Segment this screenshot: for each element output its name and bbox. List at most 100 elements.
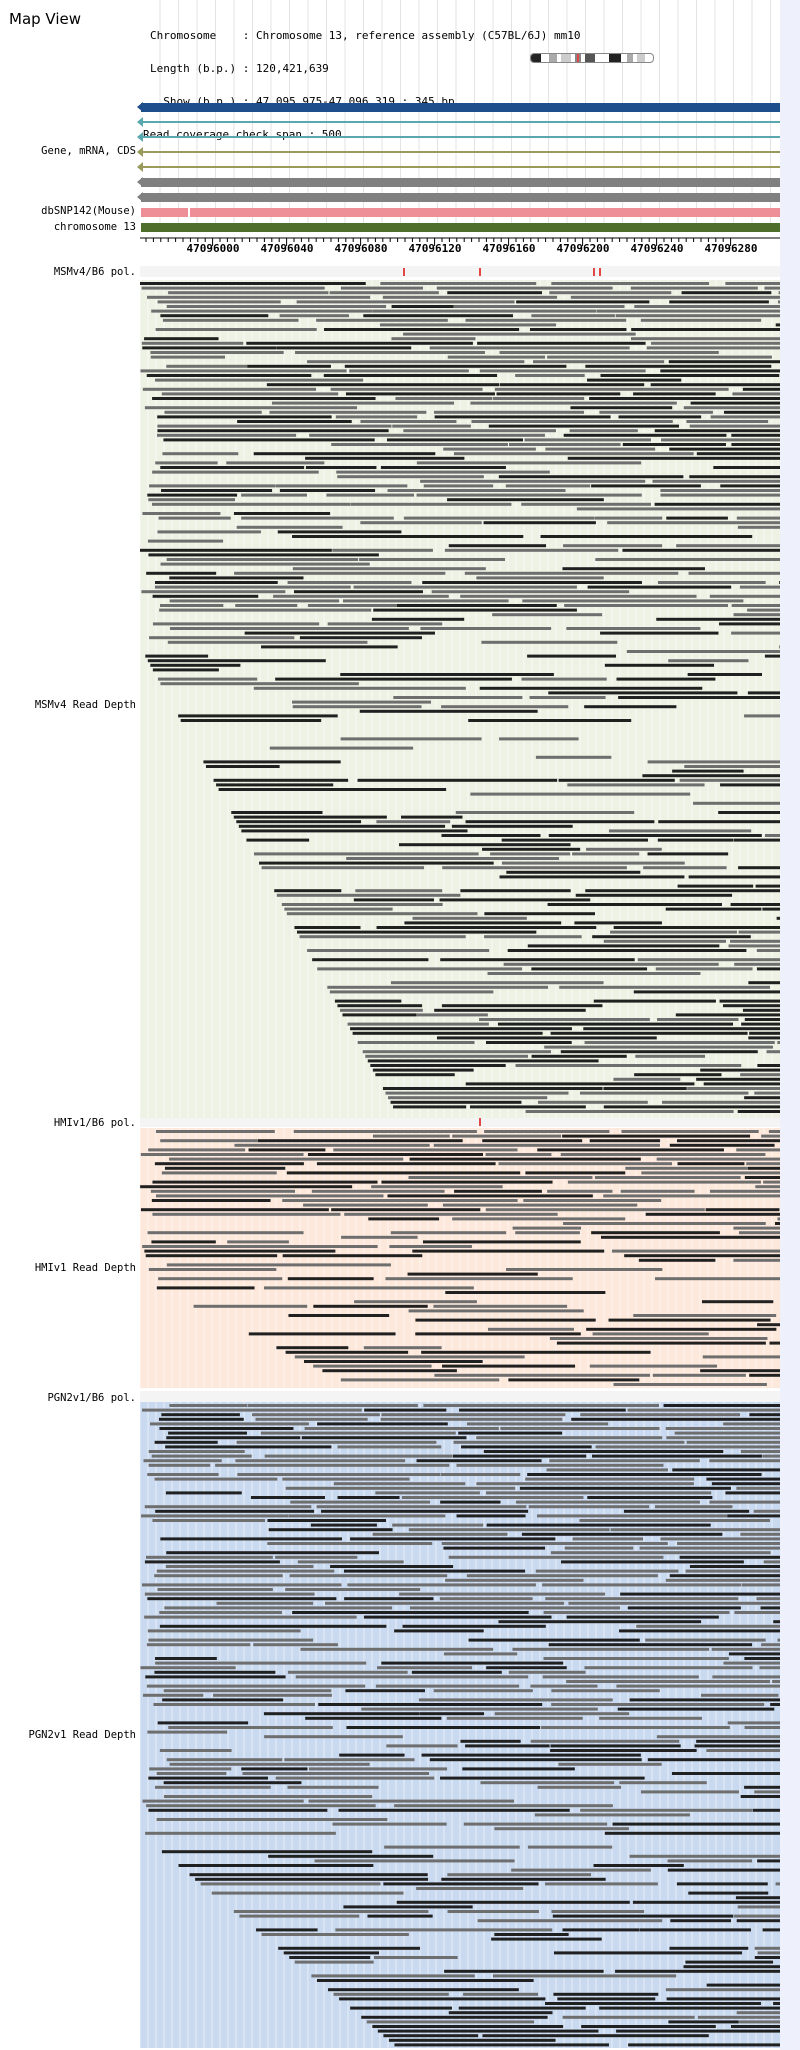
read-alignment <box>639 1546 780 1550</box>
read-alignment <box>676 1139 780 1143</box>
read-alignment <box>148 1638 314 1642</box>
read-alignment <box>287 1670 408 1674</box>
read-alignment <box>497 1022 733 1026</box>
read-alignment <box>337 1445 442 1449</box>
read-alignment <box>687 1087 780 1090</box>
read-alignment <box>157 530 261 534</box>
snp-pol-marker[interactable] <box>403 268 405 276</box>
chromosome-ideogram[interactable] <box>530 53 654 63</box>
read-alignment <box>387 489 566 492</box>
read-alignment <box>665 1578 780 1582</box>
read-alignment <box>352 1031 543 1035</box>
ruler-label: 47096120 <box>408 242 462 255</box>
read-alignment <box>580 1413 741 1417</box>
read-alignment <box>566 627 701 630</box>
transcript-bar[interactable] <box>141 178 781 187</box>
read-alignment <box>499 383 645 387</box>
read-alignment <box>311 1974 475 1978</box>
read-alignment <box>550 1031 748 1035</box>
read-alignment <box>492 613 603 617</box>
mrna-line[interactable] <box>143 136 780 138</box>
read-alignment <box>633 990 780 994</box>
read-alignment <box>674 1431 780 1435</box>
cds-line[interactable] <box>143 166 780 168</box>
read-alignment <box>381 1661 564 1665</box>
read-alignment <box>180 719 322 722</box>
read-alignment <box>603 939 727 943</box>
read-alignment <box>140 1208 329 1212</box>
read-alignment <box>484 912 596 916</box>
read-alignment <box>525 1171 626 1175</box>
read-alignment <box>244 631 435 635</box>
read-alignment <box>581 2025 716 2028</box>
read-alignment <box>443 447 536 451</box>
read-alignment <box>287 1785 379 1789</box>
read-alignment <box>686 420 769 423</box>
read-alignment <box>145 1675 286 1679</box>
read-alignment <box>166 305 387 308</box>
read-alignment <box>737 1110 780 1113</box>
read-alignment <box>390 981 604 985</box>
read-alignment <box>423 484 494 488</box>
read-alignment <box>154 1162 304 1166</box>
read-alignment <box>275 484 408 488</box>
read-alignment <box>448 544 547 548</box>
snp-marker[interactable] <box>188 208 190 217</box>
read-alignment <box>307 604 397 607</box>
read-alignment <box>238 824 446 828</box>
snp-pol-marker[interactable] <box>593 268 595 276</box>
read-alignment <box>548 1643 753 1647</box>
gene-bar[interactable] <box>141 103 781 112</box>
read-alignment <box>600 1235 780 1239</box>
read-alignment <box>337 1004 423 1008</box>
msmv4-depth-label: MSMv4 Read Depth <box>34 699 136 711</box>
snp-pol-marker[interactable] <box>479 268 481 276</box>
read-alignment <box>739 2020 780 2024</box>
read-alignment <box>404 921 562 925</box>
snp-track-bar[interactable] <box>141 208 781 217</box>
read-alignment <box>203 760 341 764</box>
read-alignment <box>725 282 780 285</box>
read-alignment <box>440 1473 521 1476</box>
read-alignment <box>728 1652 780 1656</box>
read-alignment <box>493 1974 677 1978</box>
read-alignment <box>349 369 469 373</box>
snp-pol-marker[interactable] <box>479 1118 481 1126</box>
read-alignment <box>323 328 520 331</box>
read-alignment <box>575 893 733 897</box>
read-alignment <box>340 1378 500 1382</box>
read-alignment <box>327 985 549 989</box>
read-alignment <box>734 1914 780 1918</box>
read-alignment <box>359 709 538 713</box>
read-alignment <box>679 1555 780 1559</box>
mrna-line[interactable] <box>143 121 780 123</box>
read-alignment <box>740 1795 780 1798</box>
read-alignment <box>372 2025 564 2028</box>
read-alignment <box>563 433 727 437</box>
read-alignment <box>485 1153 552 1156</box>
read-alignment <box>275 1555 358 1559</box>
read-alignment <box>762 907 780 911</box>
read-alignment <box>727 1514 780 1518</box>
read-alignment <box>690 401 780 405</box>
read-alignment <box>142 346 277 350</box>
read-alignment <box>730 939 780 943</box>
read-alignment <box>160 562 370 566</box>
read-alignment <box>255 1417 368 1421</box>
snp-pol-marker[interactable] <box>599 268 601 276</box>
cds-line[interactable] <box>143 151 780 153</box>
transcript-bar[interactable] <box>141 193 781 202</box>
read-alignment <box>550 1744 681 1748</box>
read-alignment <box>563 1222 766 1225</box>
read-alignment <box>458 1431 563 1435</box>
read-alignment <box>545 1882 658 1886</box>
read-alignment <box>375 1491 480 1495</box>
chromosome-bar[interactable] <box>141 223 781 232</box>
read-alignment <box>355 889 443 893</box>
read-alignment <box>773 2002 780 2005</box>
read-alignment <box>282 1477 410 1481</box>
read-alignment <box>778 291 780 295</box>
read-alignment <box>307 360 525 364</box>
read-alignment <box>234 1143 430 1147</box>
read-alignment <box>748 1036 780 1040</box>
